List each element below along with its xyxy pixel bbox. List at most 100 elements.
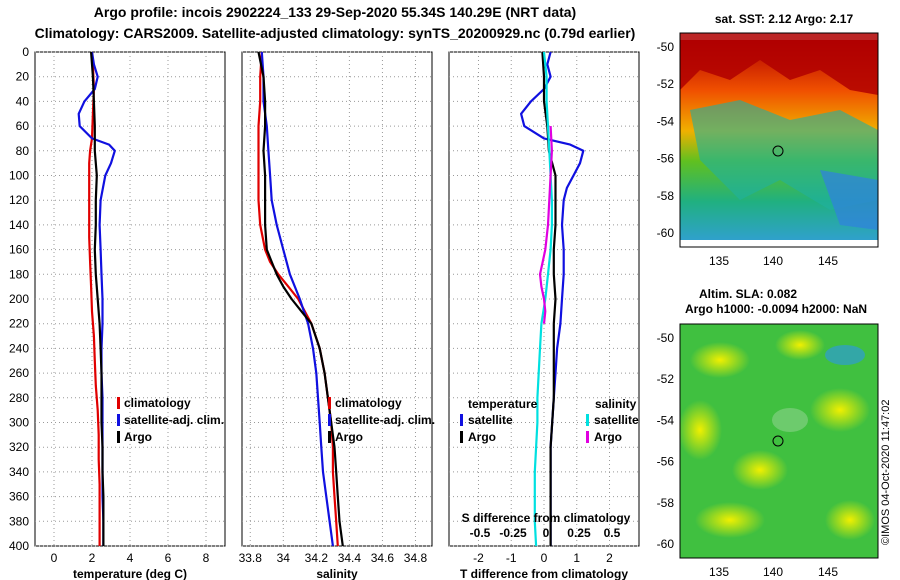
temperature-legend: climatology satellite-adj. clim. Argo (117, 396, 224, 444)
map-y-tick-label: -60 (657, 226, 675, 240)
x-tick-label: 2 (89, 551, 96, 565)
x-tick-label: 6 (165, 551, 172, 565)
x2-tick-label: 0.25 (567, 526, 591, 540)
map-y-tick-label: -56 (657, 455, 675, 469)
legend-label-climatology: climatology (335, 396, 402, 410)
legend-label-argo: Argo (124, 430, 152, 444)
legend-label-climatology: climatology (124, 396, 191, 410)
temperature-xlabel: temperature (deg C) (73, 567, 187, 580)
sla-map-title-1: Altim. SLA: 0.082 (699, 287, 797, 301)
legend-swatch-sal-satellite (586, 414, 589, 426)
y-tick-label: 240 (9, 341, 29, 355)
legend-swatch-sal-argo (586, 431, 589, 443)
x-tick-label: 0 (51, 551, 58, 565)
map-x-tick-label: 140 (763, 565, 783, 579)
y-tick-label: 160 (9, 243, 29, 257)
legend-swatch-argo (117, 431, 120, 443)
y-tick-label: 300 (9, 416, 29, 430)
legend-label-temp-satellite: satellite (468, 413, 513, 427)
map-y-tick-label: -50 (657, 40, 675, 54)
y-tick-label: 260 (9, 366, 29, 380)
x2-tick-label: -0.5 (470, 526, 491, 540)
x-tick-label: 34 (277, 551, 291, 565)
series-line-climatology (257, 51, 339, 547)
legend-swatch-argo (328, 431, 331, 443)
sst-argo-location-marker (772, 145, 784, 157)
difference-legend: temperature salinity satellite Argo sate… (460, 397, 639, 444)
sst-map-axis: -50 -52 -54 -56 -58 -60 135 140 145 (657, 40, 839, 268)
map-y-tick-label: -58 (657, 189, 675, 203)
y-tick-label: 320 (9, 440, 29, 454)
x-tick-label: 2 (606, 551, 613, 565)
y-tick-label: 100 (9, 169, 29, 183)
map-y-tick-label: -60 (657, 537, 675, 551)
y-tick-label: 220 (9, 317, 29, 331)
legend-title-temperature: temperature (468, 397, 538, 411)
y-tick-label: 140 (9, 218, 29, 232)
legend-label-satellite: satellite-adj. clim. (124, 413, 224, 427)
x-tick-label: 1 (573, 551, 580, 565)
legend-swatch-climatology (328, 397, 331, 409)
legend-label-sal-satellite: satellite (594, 413, 639, 427)
legend-swatch-climatology (117, 397, 120, 409)
x-tick-label: 4 (127, 551, 134, 565)
map-x-tick-label: 135 (709, 565, 729, 579)
legend-title-salinity: salinity (595, 397, 637, 411)
x2-tick-label: 0.5 (604, 526, 621, 540)
series-line-argo (90, 51, 105, 546)
map-x-tick-label: 145 (818, 254, 838, 268)
y-tick-label: 380 (9, 514, 29, 528)
series-line-climatology (88, 51, 101, 546)
sla-map-axis: -50 -52 -54 -56 -58 -60 135 140 145 (657, 331, 839, 579)
map-y-tick-label: -56 (657, 152, 675, 166)
sst-map (679, 32, 879, 248)
x-tick-label: -1 (506, 551, 517, 565)
y-tick-label: 20 (16, 70, 30, 84)
y-tick-label: 60 (16, 119, 30, 133)
y-tick-label: 400 (9, 539, 29, 553)
x-tick-label: 34.2 (305, 551, 329, 565)
salinity-xlabel: salinity (316, 567, 358, 580)
title-line-1: Argo profile: incois 2902224_133 29-Sep-… (93, 4, 577, 20)
difference-xlabel: T difference from climatology (460, 567, 628, 580)
legend-label-temp-argo: Argo (468, 430, 496, 444)
series-line-satellite-adj-clim- (260, 51, 334, 547)
imos-credit: ©IMOS 04-Oct-2020 11:47:02 (880, 399, 892, 545)
x-tick-label: 34.6 (371, 551, 395, 565)
y-tick-label: 280 (9, 391, 29, 405)
salinity-legend: climatology satellite-adj. clim. Argo (328, 396, 435, 444)
x-tick-label: 33.8 (239, 551, 263, 565)
y-tick-label: 120 (9, 193, 29, 207)
y-tick-label: 40 (16, 94, 30, 108)
y-tick-label: 200 (9, 292, 29, 306)
map-y-tick-label: -52 (657, 77, 675, 91)
sst-map-title: sat. SST: 2.12 Argo: 2.17 (715, 12, 854, 26)
legend-label-sal-argo: Argo (594, 430, 622, 444)
y-tick-label: 80 (16, 144, 30, 158)
series-line-salinity-satellite (533, 51, 554, 547)
legend-label-argo: Argo (335, 430, 363, 444)
sla-argo-location-marker (772, 435, 784, 447)
series-line-argo (257, 51, 344, 547)
y-tick-label: 340 (9, 465, 29, 479)
sla-map (678, 323, 879, 559)
map-y-tick-label: -50 (657, 331, 675, 345)
x-tick-label: 8 (203, 551, 210, 565)
map-y-tick-label: -58 (657, 496, 675, 510)
x-tick-label: 0 (541, 551, 548, 565)
map-y-tick-label: -52 (657, 372, 675, 386)
map-y-tick-label: -54 (657, 114, 675, 128)
map-x-tick-label: 145 (818, 565, 838, 579)
series-line-salinity-argo (538, 126, 554, 324)
x2-tick-label: 0 (543, 526, 550, 540)
x-tick-label: -2 (473, 551, 484, 565)
x-tick-label: 34.8 (404, 551, 428, 565)
legend-swatch-temp-argo (460, 431, 463, 443)
legend-label-satellite: satellite-adj. clim. (335, 413, 435, 427)
legend-swatch-temp-satellite (460, 414, 463, 426)
map-x-tick-label: 140 (763, 254, 783, 268)
map-x-tick-label: 135 (709, 254, 729, 268)
x-tick-label: 34.4 (338, 551, 362, 565)
y-tick-label: 180 (9, 267, 29, 281)
difference-x2label: S difference from climatology (462, 511, 631, 525)
